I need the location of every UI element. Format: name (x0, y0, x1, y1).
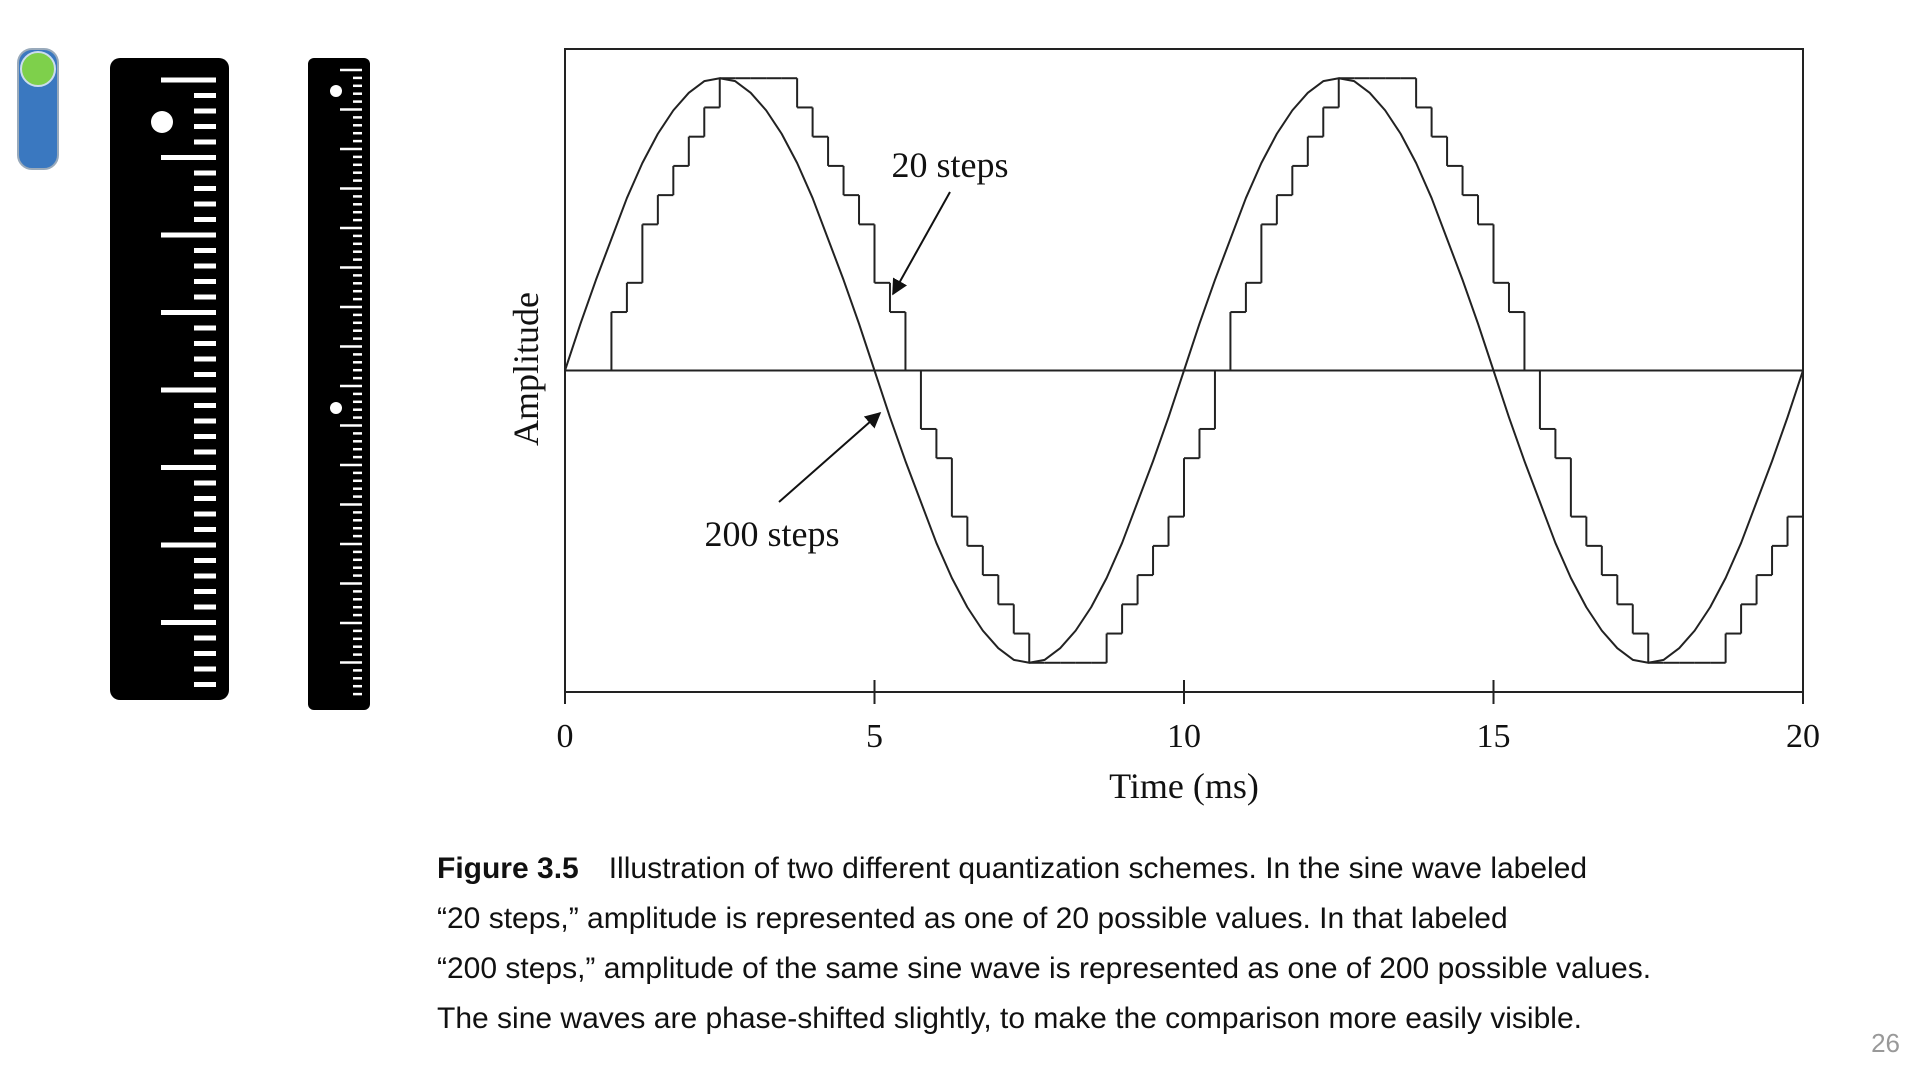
page-number: 26 (1871, 1028, 1900, 1058)
caption-label: Figure 3.5 (437, 852, 579, 885)
x-axis-label: Time (ms) (1109, 766, 1259, 806)
caption-line: The sine waves are phase-shifted slightl… (437, 1002, 1582, 1035)
caption-text: Illustration of two different quantizati… (609, 852, 1587, 885)
annotation-arrow (892, 191, 951, 296)
wave-line (564, 77, 1804, 664)
ruler-handle[interactable] (330, 402, 342, 414)
annotation-arrow (778, 411, 882, 503)
ruler-handle[interactable] (330, 85, 342, 97)
ruler-slider[interactable] (308, 58, 370, 710)
ruler-handle[interactable] (151, 111, 173, 133)
caption-line: “20 steps,” amplitude is represented as … (437, 902, 1508, 935)
y-axis-label: Amplitude (506, 292, 546, 446)
x-tick-label: 10 (1167, 718, 1201, 755)
chart: Time (ms) Amplitude 0 5 10 15 20 20 steps 200 … (506, 48, 1820, 806)
caption-line: Figure 3.5 Illustration of two different … (437, 852, 1587, 885)
x-tick-label: 0 (557, 718, 574, 755)
ruler-body[interactable] (110, 58, 229, 700)
x-tick-label: 15 (1477, 718, 1511, 755)
x-tick-label: 20 (1786, 718, 1820, 755)
x-tick-label: 5 (866, 718, 883, 755)
toggle-knob[interactable] (20, 51, 56, 87)
series-label: 20 steps (892, 145, 1009, 185)
caption-line: “200 steps,” amplitude of the same sine … (437, 952, 1651, 985)
toggle[interactable] (17, 48, 59, 170)
series-label: 200 steps (705, 514, 840, 554)
ruler-slider[interactable] (110, 58, 229, 700)
